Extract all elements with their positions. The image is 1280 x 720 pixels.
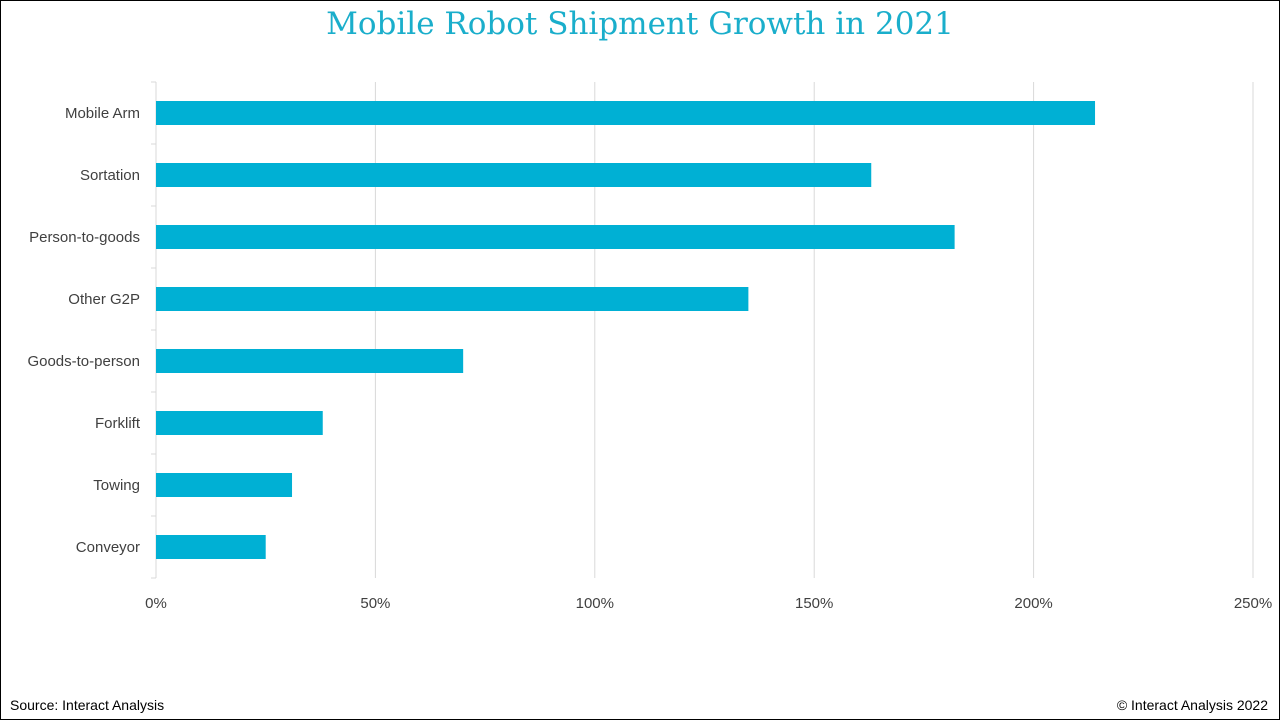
copyright-note: © Interact Analysis 2022 — [1116, 697, 1268, 713]
y-category-label: Towing — [93, 477, 140, 494]
bar-conveyor — [156, 535, 266, 559]
y-category-label: Mobile Arm — [65, 105, 140, 122]
bar-other-g2p — [156, 287, 749, 311]
bar-person-to-goods — [156, 225, 955, 249]
bar-mobile-arm — [156, 101, 1096, 125]
y-category-label: Forklift — [95, 415, 141, 432]
y-category-label: Sortation — [80, 167, 140, 184]
chart-title: Mobile Robot Shipment Growth in 2021 — [326, 6, 954, 42]
bar-goods-to-person — [156, 349, 464, 373]
x-tick-label: 50% — [360, 595, 390, 612]
x-tick-label: 100% — [576, 595, 614, 612]
bar-sortation — [156, 163, 872, 187]
y-category-label: Other G2P — [68, 291, 140, 308]
bar-forklift — [156, 411, 323, 435]
y-category-label: Conveyor — [76, 539, 140, 556]
x-tick-label: 250% — [1234, 595, 1272, 612]
y-category-label: Goods-to-person — [27, 353, 140, 370]
source-note: Source: Interact Analysis — [10, 697, 165, 713]
bar-towing — [156, 473, 293, 497]
x-tick-label: 0% — [145, 595, 167, 612]
x-tick-label: 200% — [1014, 595, 1052, 612]
y-category-label: Person-to-goods — [29, 229, 140, 246]
x-tick-label: 150% — [795, 595, 833, 612]
